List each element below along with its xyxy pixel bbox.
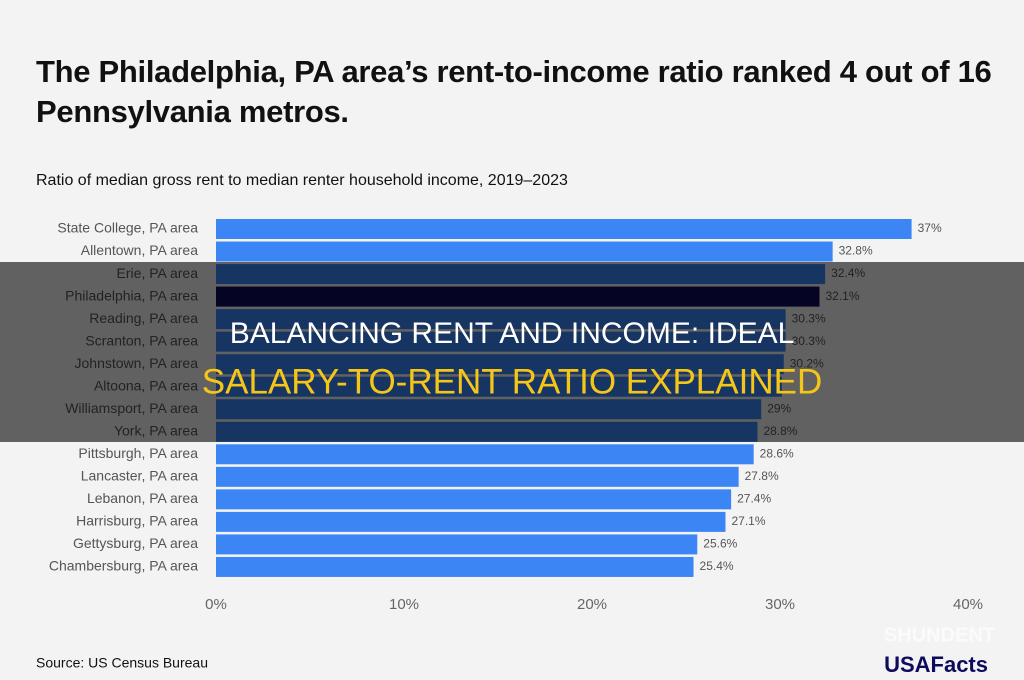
value-label: 27.1% xyxy=(731,514,765,528)
value-label: 27.8% xyxy=(745,469,779,483)
source: Source: US Census Bureau xyxy=(36,655,208,671)
category-label: Gettysburg, PA area xyxy=(73,535,198,551)
value-label: 25.4% xyxy=(700,559,734,573)
bar xyxy=(216,241,833,262)
chart-title: The Philadelphia, PA area’s rent-to-inco… xyxy=(36,54,992,129)
banner-line: BALANCING RENT AND INCOME: IDEAL xyxy=(230,317,795,350)
x-tick-label: 0% xyxy=(205,596,227,613)
x-tick-label: 30% xyxy=(765,596,795,613)
value-label: 32.8% xyxy=(839,244,873,258)
x-tick-label: 10% xyxy=(389,596,419,613)
bar xyxy=(216,444,754,465)
watermark: SHUNDENT xyxy=(884,624,995,646)
value-label: 25.6% xyxy=(703,537,737,551)
bar xyxy=(216,219,912,239)
category-label: Harrisburg, PA area xyxy=(76,513,198,529)
chart-subtitle: Ratio of median gross rent to median ren… xyxy=(36,172,568,189)
category-label: Chambersburg, PA area xyxy=(49,558,198,574)
value-label: 28.6% xyxy=(760,446,794,460)
category-label: State College, PA area xyxy=(57,220,198,236)
banner-line: SALARY-TO-RENT RATIO EXPLAINED xyxy=(202,362,822,401)
bar xyxy=(216,489,732,510)
category-label: Lebanon, PA area xyxy=(87,490,198,506)
bar xyxy=(216,511,726,532)
category-label: Allentown, PA area xyxy=(81,242,198,258)
logo: USAFacts xyxy=(884,652,988,677)
bar xyxy=(216,466,739,487)
category-label: Pittsburgh, PA area xyxy=(78,445,198,461)
value-label: 37% xyxy=(918,221,942,235)
banner xyxy=(0,262,1024,442)
x-tick-label: 40% xyxy=(953,596,983,613)
bar xyxy=(216,534,698,555)
x-tick-label: 20% xyxy=(577,596,607,613)
value-label: 27.4% xyxy=(737,492,771,506)
category-label: Lancaster, PA area xyxy=(81,468,198,484)
bar xyxy=(216,556,694,577)
